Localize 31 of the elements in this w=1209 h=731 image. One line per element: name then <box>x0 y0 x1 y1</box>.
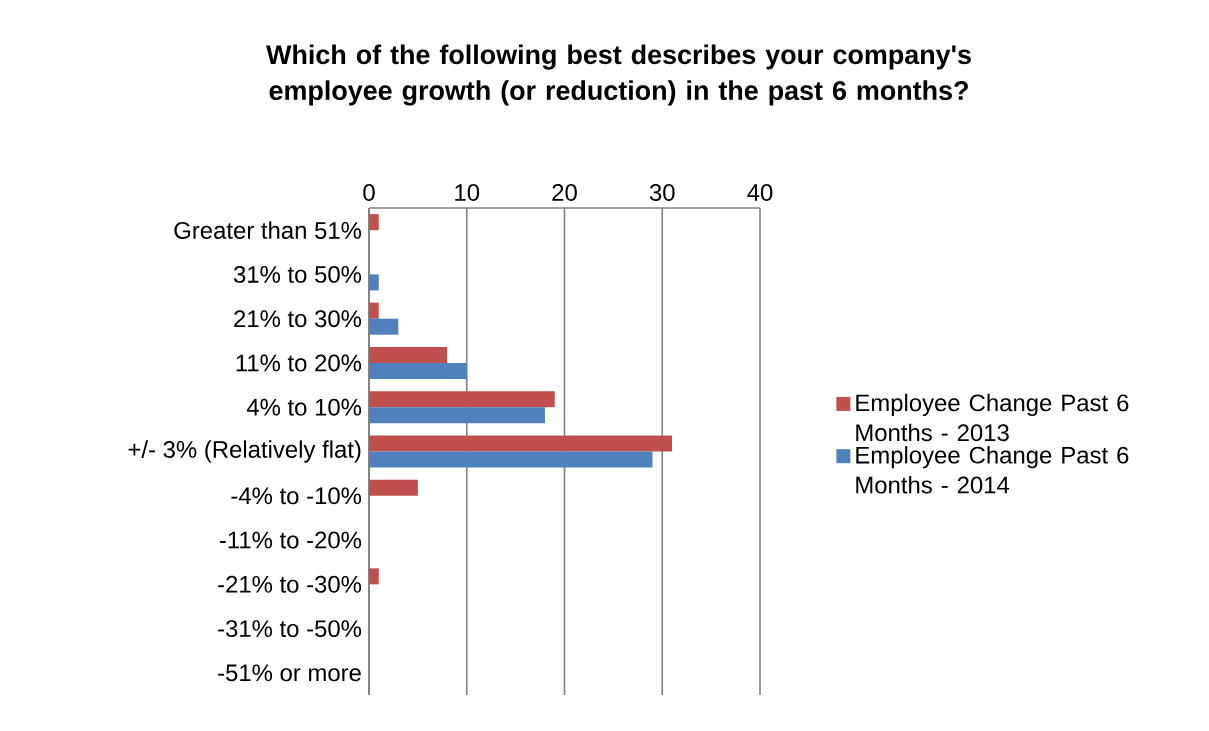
legend-label: Employee Change Past 6 Months - 2014 <box>856 446 1129 494</box>
y-tick-label: -21% to -30% <box>218 575 362 593</box>
y-tick-label: 21% to 30% <box>234 310 362 328</box>
y-tick-label: 4% to 10% <box>246 398 362 416</box>
bar <box>369 435 673 452</box>
bar <box>369 214 379 231</box>
bar <box>369 407 545 424</box>
y-tick-label: 31% to 50% <box>233 265 362 283</box>
bar <box>369 346 448 363</box>
bar <box>369 318 399 335</box>
y-tick-label: Greater than 51% <box>174 221 362 239</box>
legend-label: Employee Change Past 6 Months - 2013 <box>856 393 1129 442</box>
bar <box>369 479 418 496</box>
x-tick-label: 30 <box>649 184 675 201</box>
bar <box>369 274 379 291</box>
y-tick-label: -11% to -20% <box>219 531 362 549</box>
bar <box>369 362 467 379</box>
chart-title: Which of the following best describes your company's employee growth (or reduction) in the past 6 months? <box>266 44 971 106</box>
x-tick-label: 0 <box>363 184 375 201</box>
bar <box>369 451 653 468</box>
x-tick-label: 40 <box>747 184 773 201</box>
bar <box>369 391 555 408</box>
y-tick-label: -31% to -50% <box>218 620 362 638</box>
y-tick-label: -51% or more <box>218 664 361 682</box>
y-tick-label: +/- 3% (Relatively flat) <box>128 440 361 463</box>
bar <box>369 302 379 319</box>
bar <box>369 568 379 585</box>
x-tick-label: 10 <box>455 184 480 201</box>
y-tick-label: 11% to 20% <box>236 354 362 372</box>
y-tick-label: -4% to -10% <box>231 487 362 505</box>
x-tick-label: 20 <box>552 184 577 201</box>
